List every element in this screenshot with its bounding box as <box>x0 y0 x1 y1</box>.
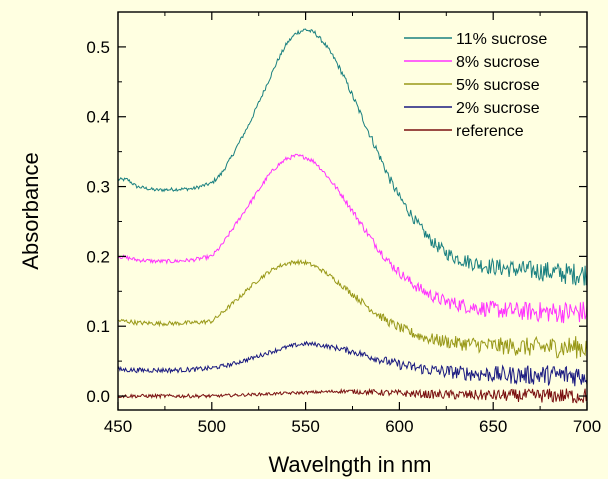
legend-label: reference <box>456 123 524 140</box>
y-tick-label: 0.4 <box>86 108 110 127</box>
y-tick-label: 0.0 <box>86 387 110 406</box>
y-tick-label: 0.1 <box>86 317 110 336</box>
y-tick-label: 0.3 <box>86 178 110 197</box>
series-line-0 <box>117 28 588 286</box>
x-tick-label: 600 <box>385 417 413 436</box>
series-line-4 <box>117 387 588 404</box>
y-axis-label: Absorbance <box>18 152 43 269</box>
x-tick-label: 650 <box>479 417 507 436</box>
series-line-3 <box>117 340 588 387</box>
series-line-1 <box>117 153 588 324</box>
legend-label: 11% sucrose <box>456 31 547 48</box>
series-layer <box>117 28 588 404</box>
x-tick-label: 550 <box>291 417 319 436</box>
series-line-2 <box>118 258 588 359</box>
legend-label: 2% sucrose <box>456 100 540 117</box>
legend: 11% sucrose 8% sucrose 5% sucrose 2% sucros… <box>404 31 547 140</box>
y-tick-label: 0.2 <box>86 247 110 266</box>
x-axis-label: Wavelngth in nm <box>268 452 431 477</box>
legend-label: 5% sucrose <box>456 77 540 94</box>
x-tick-label: 500 <box>198 417 226 436</box>
ticks-layer: 450 500 550 600 650 700 0.0 0.1 0.2 0.3 0.4 0.5 <box>86 11 601 436</box>
legend-label: 8% sucrose <box>456 54 540 71</box>
x-tick-label: 450 <box>104 417 132 436</box>
x-tick-label: 700 <box>573 417 601 436</box>
y-tick-label: 0.5 <box>86 38 110 57</box>
